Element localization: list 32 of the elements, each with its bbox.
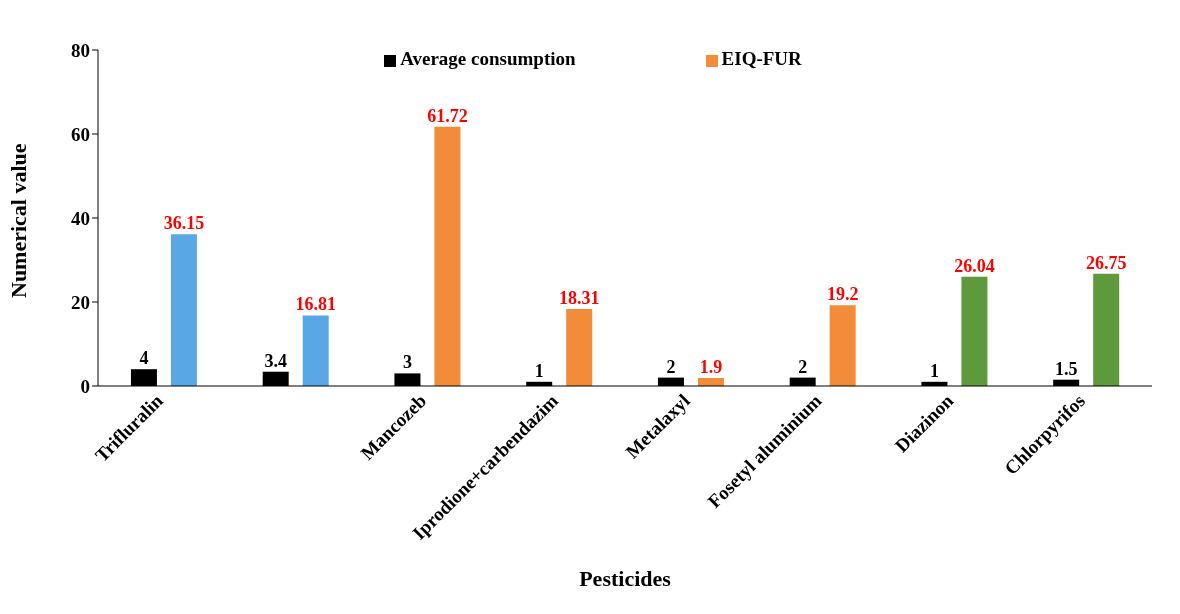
y-tick-label: 0	[80, 375, 90, 397]
bar	[434, 126, 461, 386]
data-label: 26.75	[1085, 252, 1127, 273]
legend-label: EIQ-FUR	[721, 48, 802, 69]
y-tick-label: 20	[71, 291, 90, 313]
bar	[170, 234, 197, 386]
y-tick-label: 60	[71, 123, 90, 145]
y-tick-label: 80	[71, 39, 90, 61]
y-tick-label: 40	[71, 207, 90, 229]
data-label: 4	[139, 348, 149, 369]
data-label: 1	[534, 360, 544, 381]
legend-label: Average consumption	[400, 48, 576, 69]
data-label: 3	[402, 352, 412, 373]
bar	[302, 315, 329, 386]
bar	[961, 276, 988, 386]
bar	[566, 309, 593, 386]
data-label: 3.4	[264, 350, 287, 371]
bar	[1093, 273, 1120, 386]
data-label: 61.72	[427, 105, 468, 126]
x-axis-title: Pesticides	[579, 566, 672, 591]
data-label: 1.9	[699, 357, 723, 378]
data-label: 2	[666, 356, 676, 377]
data-label: 26.04	[954, 255, 995, 276]
data-label: 1.5	[1054, 358, 1078, 379]
data-label: 19.2	[826, 284, 859, 305]
data-label: 36.15	[163, 213, 205, 234]
y-axis-title: Numerical value	[5, 143, 31, 298]
data-label: 16.81	[295, 294, 336, 315]
bar	[829, 305, 856, 386]
data-label: 1	[929, 360, 939, 381]
data-label: 18.31	[558, 288, 600, 309]
data-label: 2	[798, 356, 808, 377]
